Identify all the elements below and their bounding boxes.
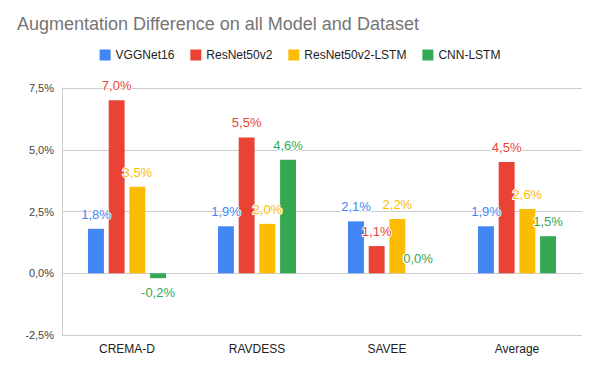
svg-text:ResNet50v2: ResNet50v2 <box>206 48 272 62</box>
svg-text:5,0%: 5,0% <box>29 144 54 156</box>
svg-text:3,5%: 3,5% <box>123 165 153 180</box>
svg-text:2,2%: 2,2% <box>383 197 413 212</box>
svg-text:CNN-LSTM: CNN-LSTM <box>438 48 500 62</box>
svg-text:RAVDESS: RAVDESS <box>229 342 285 356</box>
svg-text:2,0%: 2,0% <box>253 202 283 217</box>
svg-text:4,5%: 4,5% <box>492 140 522 155</box>
svg-text:ResNet50v2-LSTM: ResNet50v2-LSTM <box>304 48 406 62</box>
svg-text:1,1%: 1,1% <box>362 224 392 239</box>
svg-text:1,8%: 1,8% <box>81 207 111 222</box>
svg-text:2,1%: 2,1% <box>341 199 371 214</box>
svg-text:VGGNet16: VGGNet16 <box>116 48 175 62</box>
svg-text:CREMA-D: CREMA-D <box>99 342 155 356</box>
svg-text:1,9%: 1,9% <box>471 204 501 219</box>
svg-text:0,0%: 0,0% <box>29 267 54 279</box>
svg-text:5,5%: 5,5% <box>232 115 262 130</box>
svg-text:Augmentation Difference on all: Augmentation Difference on all Model and… <box>17 14 419 34</box>
svg-text:2,5%: 2,5% <box>29 206 54 218</box>
svg-text:-0,2%: -0,2% <box>141 285 175 300</box>
svg-text:2,6%: 2,6% <box>513 187 543 202</box>
svg-text:7,5%: 7,5% <box>29 82 54 94</box>
svg-text:SAVEE: SAVEE <box>367 342 406 356</box>
svg-text:Average: Average <box>495 342 540 356</box>
svg-text:-2,5%: -2,5% <box>25 329 54 341</box>
svg-text:1,9%: 1,9% <box>211 204 241 219</box>
svg-text:4,6%: 4,6% <box>273 138 303 153</box>
svg-text:7,0%: 7,0% <box>102 78 132 93</box>
svg-text:0,0%: 0,0% <box>403 251 433 266</box>
svg-text:1,5%: 1,5% <box>533 214 563 229</box>
